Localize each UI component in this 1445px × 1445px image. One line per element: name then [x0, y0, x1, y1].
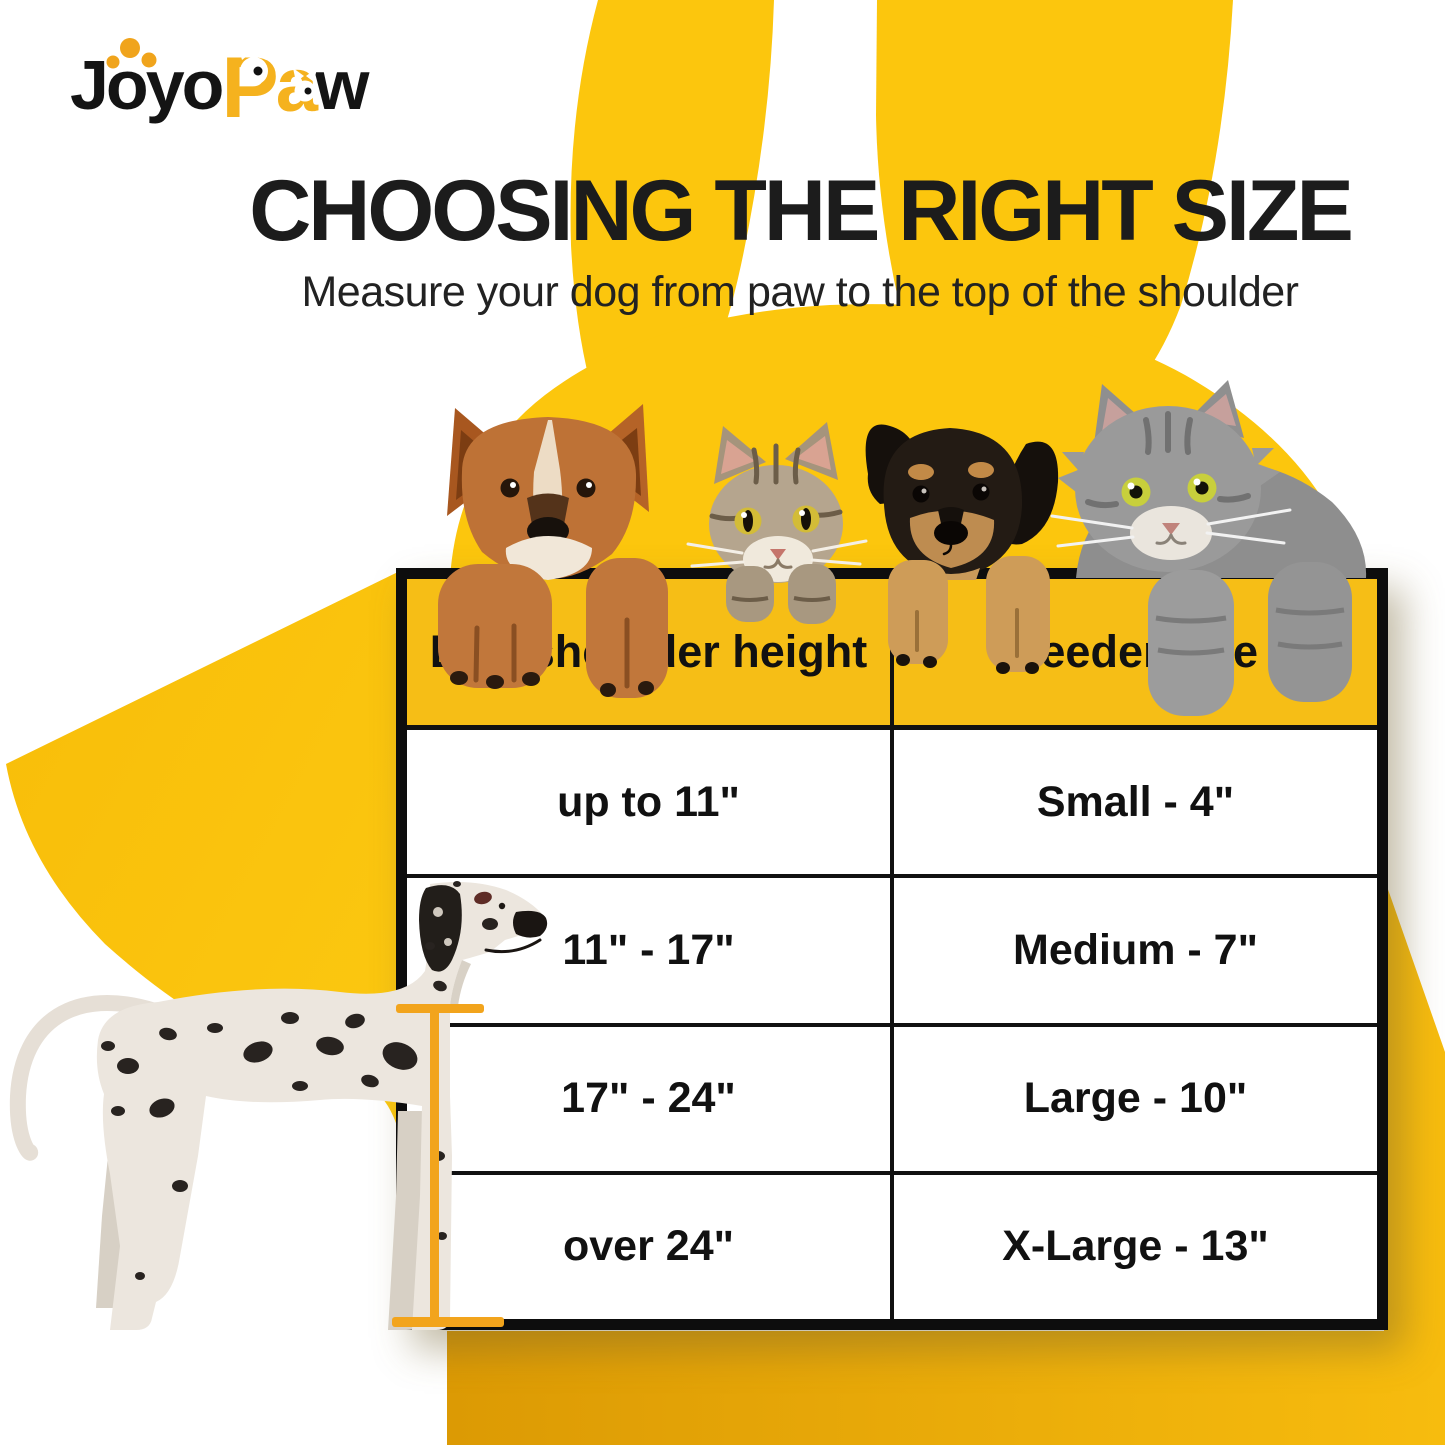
- cell-value: over 24": [563, 1222, 734, 1271]
- logo-paw-dots-and-faces: [106, 38, 317, 102]
- cell-feeder-size: Large - 10": [894, 1027, 1377, 1171]
- paw-toe-shape-left: [6, 570, 414, 1330]
- cell-value: X-Large - 13": [1002, 1222, 1269, 1271]
- cat-face-icon: [293, 68, 317, 102]
- cell-value: Medium - 7": [1013, 925, 1258, 974]
- cell-value: 11" - 17": [562, 925, 735, 974]
- cell-dog-shoulder-height: up to 11": [407, 730, 894, 875]
- cell-dog-shoulder-height: 17" - 24": [407, 1026, 894, 1171]
- brown-dog-photo: [438, 404, 668, 698]
- gray-fluffy-cat-photo: [1050, 380, 1367, 716]
- dog-face-icon: [237, 42, 271, 85]
- dalmatian-measure-illustration: [9, 881, 548, 1330]
- pets-peeking-photos: [438, 380, 1367, 716]
- heading-block: CHOOSING THE RIGHT SIZE Measure your dog…: [155, 168, 1445, 317]
- table-row: 17" - 24" Large - 10": [407, 1022, 1377, 1171]
- cell-feeder-size: Medium - 7": [894, 878, 1377, 1022]
- logo-p-letter: P: [221, 40, 278, 136]
- cell-dog-shoulder-height: over 24": [407, 1174, 894, 1319]
- shoulder-height-measure-line: [392, 1004, 504, 1327]
- cell-value: Large - 10": [1023, 1074, 1248, 1123]
- page-title: CHOOSING THE RIGHT SIZE: [249, 163, 1354, 259]
- table-row: up to 11" Small - 4": [407, 730, 1377, 875]
- tabby-cat-photo: [686, 422, 868, 624]
- table-row: over 24" X-Large - 13": [407, 1170, 1377, 1319]
- cell-feeder-size: Small - 4": [894, 730, 1377, 874]
- bottom-gold-shape: [447, 878, 1445, 1445]
- joyopaw-logo: JoyoPaw: [70, 30, 450, 140]
- cell-value: up to 11": [557, 777, 740, 826]
- cell-value: Small - 4": [1036, 777, 1235, 826]
- table-row: 11" - 17" Medium - 7": [407, 874, 1377, 1023]
- cell-dog-shoulder-height: 11" - 17": [407, 878, 894, 1023]
- cell-value: 17" - 24": [561, 1074, 736, 1123]
- page-subtitle: Measure your dog from paw to the top of …: [301, 268, 1299, 316]
- logo-w-letter: w: [315, 46, 369, 124]
- logo-text: JoyoPaw: [70, 30, 450, 136]
- black-and-tan-puppy-photo: [865, 424, 1059, 674]
- cell-feeder-size: X-Large - 13": [894, 1175, 1377, 1319]
